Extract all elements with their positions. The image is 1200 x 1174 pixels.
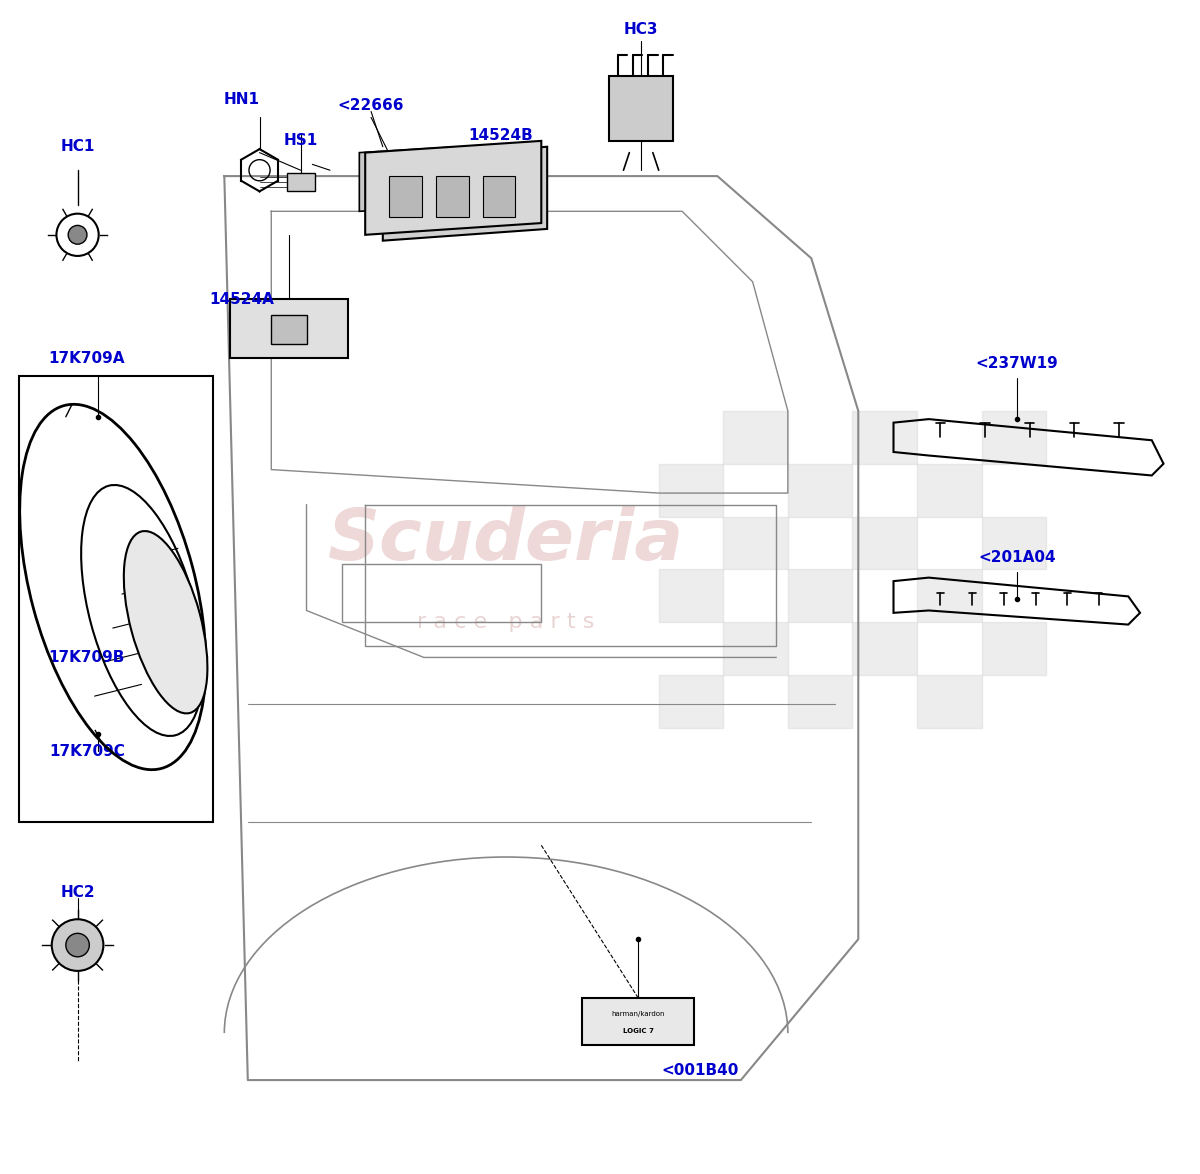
Bar <box>582 998 694 1045</box>
Polygon shape <box>365 141 541 235</box>
Text: <237W19: <237W19 <box>976 357 1058 371</box>
Bar <box>852 411 917 464</box>
Bar <box>724 622 788 675</box>
Text: <001B40: <001B40 <box>661 1064 738 1078</box>
Bar <box>917 675 982 728</box>
Text: <201A04: <201A04 <box>978 551 1056 565</box>
Text: 17K709C: 17K709C <box>49 744 125 758</box>
Circle shape <box>68 225 86 244</box>
Text: HC1: HC1 <box>60 140 95 154</box>
Bar <box>724 411 788 464</box>
Bar <box>287 173 314 191</box>
Text: 17K709A: 17K709A <box>49 351 125 365</box>
Polygon shape <box>383 147 547 241</box>
Bar <box>852 622 917 675</box>
Bar <box>271 315 306 344</box>
Bar <box>982 622 1046 675</box>
Bar <box>608 76 673 141</box>
Bar <box>19 376 212 822</box>
Bar <box>852 517 917 569</box>
Bar <box>982 411 1046 464</box>
Text: <22666: <22666 <box>338 99 404 113</box>
Bar <box>788 675 852 728</box>
Bar <box>659 569 724 622</box>
Text: r a c e   p a r t s: r a c e p a r t s <box>418 612 595 633</box>
Text: 14524A: 14524A <box>210 292 275 306</box>
Circle shape <box>52 919 103 971</box>
Bar <box>982 517 1046 569</box>
Text: Scuderia: Scuderia <box>328 506 684 574</box>
Text: 14524B: 14524B <box>468 128 533 142</box>
Bar <box>724 517 788 569</box>
Circle shape <box>66 933 89 957</box>
Text: HS1: HS1 <box>283 134 318 148</box>
Polygon shape <box>359 147 460 211</box>
Text: harman/kardon: harman/kardon <box>612 1011 665 1018</box>
Text: HN1: HN1 <box>224 93 260 107</box>
Bar <box>659 464 724 517</box>
Bar <box>917 569 982 622</box>
Bar <box>788 464 852 517</box>
Ellipse shape <box>124 531 208 714</box>
Bar <box>482 176 516 217</box>
Bar <box>389 176 421 217</box>
Text: 17K709B: 17K709B <box>49 650 125 664</box>
Bar <box>917 464 982 517</box>
Text: LOGIC 7: LOGIC 7 <box>623 1027 654 1034</box>
Text: HC2: HC2 <box>60 885 95 899</box>
Bar <box>659 675 724 728</box>
Bar <box>788 569 852 622</box>
Bar <box>230 299 348 358</box>
Bar <box>436 176 468 217</box>
Text: HC3: HC3 <box>624 22 659 36</box>
